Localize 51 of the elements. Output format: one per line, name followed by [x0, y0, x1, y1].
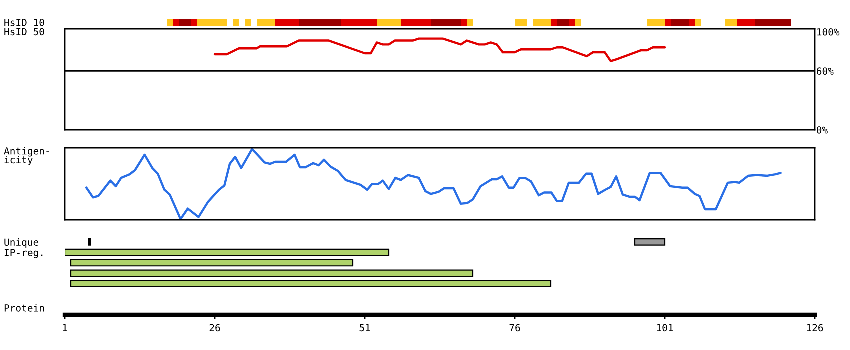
x-tick-label: 101 [657, 324, 674, 332]
bar [299, 19, 341, 26]
x-tick-label: 76 [510, 324, 520, 332]
bar [173, 19, 179, 26]
bar [401, 19, 431, 26]
bar [647, 19, 665, 26]
bar [695, 19, 701, 26]
y-tick-label: 0% [817, 126, 828, 134]
bar [70, 270, 474, 278]
bar [515, 19, 527, 26]
bar [197, 19, 227, 26]
bar [275, 19, 299, 26]
y-axis-title: HsID 50 [4, 28, 44, 36]
bar [665, 19, 671, 26]
y-axis-title: Antigen- icity [4, 147, 50, 166]
bar [377, 19, 401, 26]
bar [755, 19, 791, 26]
bar [575, 19, 581, 26]
x-tick-label: 1 [63, 324, 68, 332]
bar [179, 19, 191, 26]
bar [245, 19, 251, 26]
bar [725, 19, 737, 26]
x-axis-title: Protein [4, 304, 44, 312]
y-tick-label: HsID 10 [4, 19, 44, 26]
bar [233, 19, 239, 26]
bar [167, 19, 173, 26]
x-tick-label: 126 [807, 324, 824, 332]
bar [671, 19, 689, 26]
bar [431, 19, 461, 26]
bar [737, 19, 755, 26]
bar [557, 19, 569, 26]
bar [70, 259, 354, 267]
y-tick-label: Unique [4, 238, 39, 248]
line-series [214, 38, 666, 62]
x-tick-label: 51 [360, 324, 370, 332]
y-tick-label: 60% [817, 68, 834, 76]
bar [634, 238, 666, 246]
bar [65, 248, 390, 256]
y-tick-label: IP-reg. [4, 249, 43, 258]
bar [341, 19, 377, 26]
bar [257, 19, 275, 26]
bar [70, 280, 552, 288]
bar [191, 19, 197, 26]
bar [467, 19, 473, 26]
bar [689, 19, 695, 26]
y-tick-label: 100% [818, 28, 840, 36]
bar [569, 19, 575, 26]
bar [461, 19, 467, 26]
x-tick-label: 26 [210, 324, 220, 332]
bar [551, 19, 557, 26]
bar [533, 19, 551, 26]
